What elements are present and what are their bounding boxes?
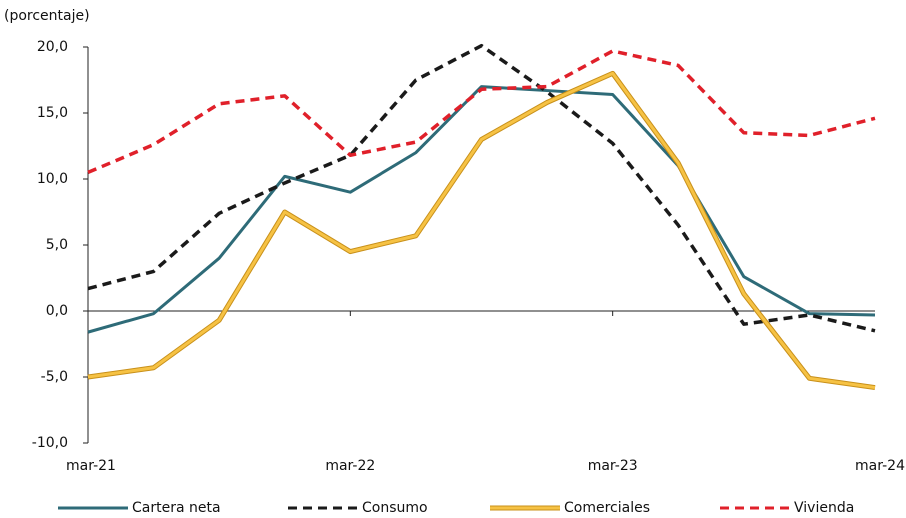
y-tick-label: 20,0 [37,39,68,55]
series-line [87,49,876,175]
legend-label: Vivienda [794,500,854,516]
series-line [87,85,876,334]
x-tick-label: mar-22 [325,458,375,474]
y-tick-label: -10,0 [32,435,68,451]
y-tick-label: 0,0 [46,303,68,319]
x-tick-label: mar-23 [588,458,638,474]
legend-label: Comerciales [564,500,650,516]
x-tick-label: mar-24 [855,458,905,474]
series-line-outline [87,70,876,391]
y-tick-label: 5,0 [46,237,68,253]
series-line [87,71,876,390]
x-tick-label: mar-21 [66,458,116,474]
y-tick-label: 15,0 [37,105,68,121]
y-axis-label: (porcentaje) [4,8,90,24]
y-tick-label: -5,0 [41,369,68,385]
legend-label: Consumo [362,500,428,516]
legend-label: Cartera neta [132,500,221,516]
series-line [87,43,876,333]
y-tick-label: 10,0 [37,171,68,187]
